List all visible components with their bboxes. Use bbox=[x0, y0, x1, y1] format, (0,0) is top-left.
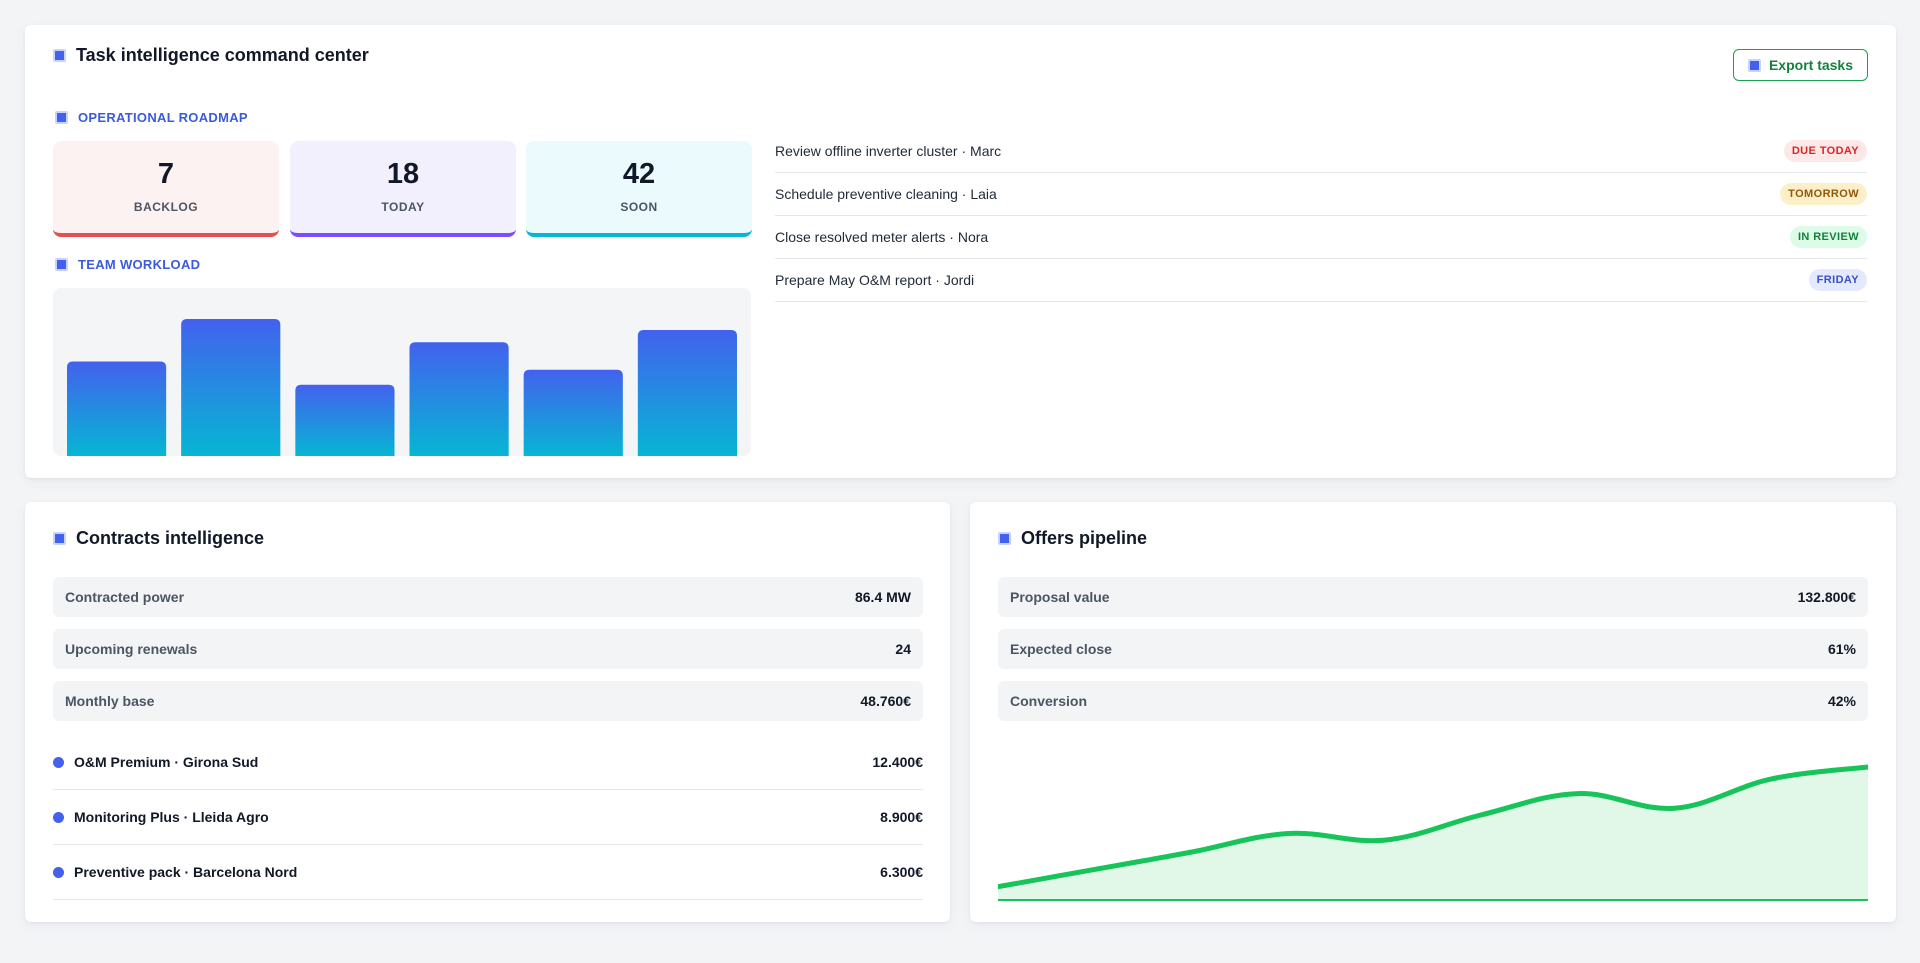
status-badge: DUE TODAY bbox=[1783, 140, 1867, 162]
square-icon bbox=[55, 258, 68, 271]
kpi-card-backlog[interactable]: 7 BACKLOG bbox=[53, 141, 279, 237]
kpi-label: BACKLOG bbox=[133, 200, 199, 214]
offers-stats: Proposal value 132.800€ Expected close 6… bbox=[998, 577, 1868, 733]
stat-row: Conversion 42% bbox=[998, 681, 1868, 721]
kpi-label: SOON bbox=[620, 200, 658, 214]
workload-bar bbox=[181, 319, 281, 456]
contract-amount: 8.900€ bbox=[880, 809, 923, 825]
status-badge: TOMORROW bbox=[1780, 183, 1867, 205]
dot-icon bbox=[53, 756, 64, 768]
contract-left: Monitoring Plus · Lleida Agro bbox=[53, 809, 269, 825]
task-row[interactable]: Close resolved meter alerts · Nora IN RE… bbox=[775, 216, 1867, 259]
task-text: Review offline inverter cluster · Marc bbox=[775, 143, 1002, 159]
kpi-value: 7 bbox=[157, 158, 175, 190]
contract-row[interactable]: Monitoring Plus · Lleida Agro 8.900€ bbox=[53, 790, 923, 845]
task-row[interactable]: Schedule preventive cleaning · Laia TOMO… bbox=[775, 173, 1867, 216]
stat-label: Conversion bbox=[1010, 693, 1088, 709]
contract-list: O&M Premium · Girona Sud 12.400€ Monitor… bbox=[53, 735, 923, 900]
offers-trend-line bbox=[998, 764, 1868, 890]
workload-bar bbox=[637, 329, 737, 456]
stat-row: Proposal value 132.800€ bbox=[998, 577, 1868, 617]
contract-left: O&M Premium · Girona Sud bbox=[53, 754, 258, 770]
offers-card-header: Offers pipeline bbox=[998, 528, 1147, 549]
contract-left: Preventive pack · Barcelona Nord bbox=[53, 864, 297, 880]
kpi-value: 18 bbox=[386, 158, 420, 190]
contract-amount: 6.300€ bbox=[880, 864, 923, 880]
stat-value: 42% bbox=[1827, 693, 1856, 709]
kpi-card-today[interactable]: 18 TODAY bbox=[290, 141, 516, 237]
task-card-title: Task intelligence command center bbox=[76, 45, 369, 65]
task-intelligence-card: Task intelligence command center Export … bbox=[25, 25, 1896, 478]
square-icon bbox=[1747, 58, 1761, 72]
team-workload-chart bbox=[53, 288, 751, 456]
contracts-card-title: Contracts intelligence bbox=[76, 528, 265, 548]
task-list: Review offline inverter cluster · Marc D… bbox=[775, 130, 1867, 302]
stat-row: Contracted power 86.4 MW bbox=[53, 577, 923, 617]
stat-row: Monthly base 48.760€ bbox=[53, 681, 923, 721]
kpi-card-soon[interactable]: 42 SOON bbox=[526, 141, 752, 237]
contracts-stats: Contracted power 86.4 MW Upcoming renewa… bbox=[53, 577, 923, 733]
offers-trend-area bbox=[998, 767, 1868, 900]
workload-bar bbox=[295, 384, 395, 456]
workload-bar bbox=[67, 361, 167, 456]
task-row[interactable]: Prepare May O&M report · Jordi FRIDAY bbox=[775, 259, 1867, 302]
dot-icon bbox=[53, 866, 64, 878]
stat-value: 61% bbox=[1827, 641, 1856, 657]
task-row[interactable]: Review offline inverter cluster · Marc D… bbox=[775, 130, 1867, 173]
square-icon bbox=[998, 532, 1011, 545]
offers-card-title: Offers pipeline bbox=[1021, 528, 1148, 548]
contracts-card-header: Contracts intelligence bbox=[53, 528, 264, 549]
contract-row[interactable]: Preventive pack · Barcelona Nord 6.300€ bbox=[53, 845, 923, 900]
team-workload-bars bbox=[67, 319, 737, 456]
export-tasks-button[interactable]: Export tasks bbox=[1733, 49, 1868, 81]
kpi-value: 42 bbox=[622, 158, 656, 190]
square-icon bbox=[55, 111, 68, 124]
workload-section-header: TEAM WORKLOAD bbox=[55, 257, 200, 272]
status-badge: FRIDAY bbox=[1808, 269, 1867, 291]
status-badge: IN REVIEW bbox=[1789, 226, 1867, 248]
stat-value: 48.760€ bbox=[860, 693, 911, 709]
contract-amount: 12.400€ bbox=[872, 754, 923, 770]
offers-pipeline-card: Offers pipeline Proposal value 132.800€ … bbox=[970, 502, 1896, 922]
contract-row[interactable]: O&M Premium · Girona Sud 12.400€ bbox=[53, 735, 923, 790]
task-text: Prepare May O&M report · Jordi bbox=[775, 272, 975, 288]
roadmap-section-header: OPERATIONAL ROADMAP bbox=[55, 110, 248, 125]
square-icon bbox=[53, 49, 66, 62]
task-text: Schedule preventive cleaning · Laia bbox=[775, 186, 997, 202]
workload-bar bbox=[409, 342, 509, 456]
task-text: Close resolved meter alerts · Nora bbox=[775, 229, 989, 245]
stat-label: Monthly base bbox=[65, 693, 155, 709]
kpi-label: TODAY bbox=[381, 200, 425, 214]
stat-label: Contracted power bbox=[65, 589, 185, 605]
stat-value: 86.4 MW bbox=[854, 589, 911, 605]
workload-label: TEAM WORKLOAD bbox=[78, 257, 201, 272]
contract-name: Preventive pack · Barcelona Nord bbox=[74, 864, 298, 880]
square-icon bbox=[53, 532, 66, 545]
stat-label: Proposal value bbox=[1010, 589, 1110, 605]
stat-row: Expected close 61% bbox=[998, 629, 1868, 669]
export-tasks-label: Export tasks bbox=[1768, 57, 1854, 73]
stat-label: Upcoming renewals bbox=[65, 641, 198, 657]
stat-row: Upcoming renewals 24 bbox=[53, 629, 923, 669]
offers-trend-chart bbox=[998, 764, 1868, 901]
roadmap-label: OPERATIONAL ROADMAP bbox=[78, 110, 248, 125]
contract-name: Monitoring Plus · Lleida Agro bbox=[74, 809, 269, 825]
workload-bar bbox=[523, 369, 623, 456]
contract-name: O&M Premium · Girona Sud bbox=[74, 754, 259, 770]
task-card-header: Task intelligence command center bbox=[53, 45, 369, 66]
stat-value: 132.800€ bbox=[1797, 589, 1856, 605]
stat-value: 24 bbox=[895, 641, 911, 657]
stat-label: Expected close bbox=[1010, 641, 1112, 657]
contracts-intelligence-card: Contracts intelligence Contracted power … bbox=[25, 502, 950, 922]
dot-icon bbox=[53, 811, 64, 823]
